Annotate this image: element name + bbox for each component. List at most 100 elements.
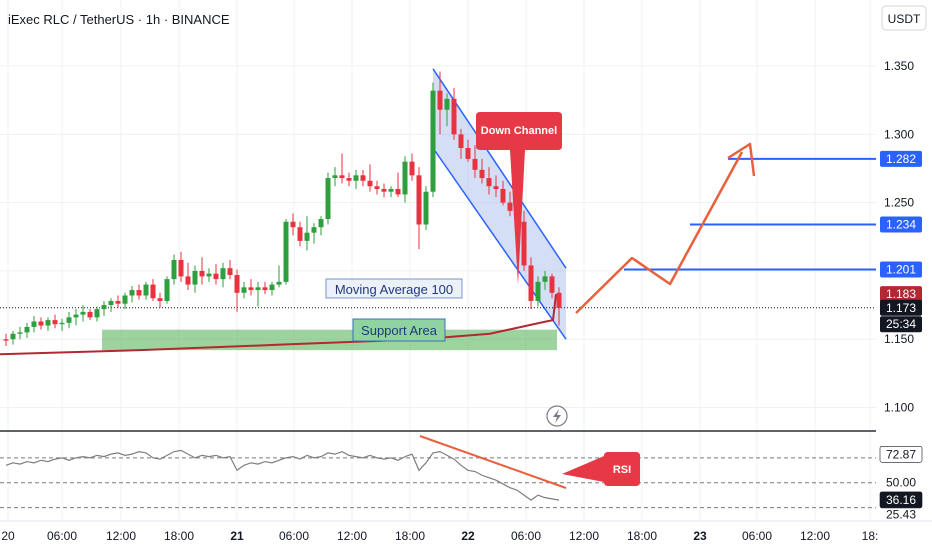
candle (332, 167, 338, 187)
candle (465, 139, 471, 162)
candle-body (227, 268, 233, 276)
candle (269, 281, 275, 296)
rsi-tag-box (879, 445, 923, 463)
candle (178, 251, 184, 282)
price-tag: 1.173 (880, 299, 922, 316)
candle (395, 172, 401, 198)
candle (38, 317, 44, 330)
candle (318, 216, 324, 236)
candle-body (304, 232, 310, 241)
candle (437, 71, 443, 135)
time-tick-label: 06:00 (742, 529, 772, 543)
candle-body (157, 298, 163, 301)
price-tick-label: 1.100 (884, 401, 914, 415)
down-channel-label: Down Channel (476, 112, 562, 285)
candle (486, 167, 492, 195)
candle (136, 284, 142, 300)
candle (157, 292, 163, 308)
support-area-box (102, 329, 557, 351)
candle-body (472, 158, 478, 170)
grid (0, 0, 876, 520)
candle (241, 281, 247, 299)
candle (521, 210, 527, 271)
candle-body (542, 276, 548, 282)
price-tick-label: 1.350 (884, 59, 914, 73)
moving-average-label-box (325, 278, 463, 299)
price-tag-box (880, 261, 922, 278)
currency-button[interactable]: USDT (881, 5, 927, 31)
candle-body (479, 169, 485, 179)
candle-body (220, 268, 226, 280)
candle (101, 300, 107, 316)
rsi-label-text: RSI (613, 464, 631, 476)
candle (17, 326, 23, 340)
price-tag-box (880, 286, 922, 303)
projection-arrows (575, 142, 756, 314)
candle-body (388, 188, 394, 192)
candle-body (549, 276, 555, 293)
candle-body (395, 188, 401, 195)
time-axis[interactable]: 20 06:00 12:00 18:00 21 06:00 12:00 18:00 22 06:0… (0, 520, 932, 550)
time-tick-label: 21 (230, 529, 244, 543)
candle (472, 145, 478, 179)
candle (3, 333, 9, 347)
support-label: Support Area (352, 318, 446, 342)
candle (248, 279, 254, 296)
price-tag-box (880, 316, 922, 333)
candle-body (451, 98, 457, 135)
candle-body (318, 219, 324, 228)
candle (234, 269, 240, 312)
candle (549, 273, 555, 299)
candle-body (255, 287, 261, 291)
annotations: Moving Average 100 Support Area Down Chann… (325, 112, 562, 342)
candle-body (507, 202, 513, 211)
candle (108, 298, 114, 312)
price-tag-box (880, 216, 922, 233)
candle (493, 175, 499, 198)
price-tag: 1.201 (880, 261, 922, 278)
currency-label: USDT (888, 12, 921, 26)
time-tick-label: 18:00 (164, 529, 194, 543)
candle-body (136, 290, 142, 296)
candle-body (129, 290, 135, 296)
candle (409, 153, 415, 181)
candle-body (178, 260, 184, 277)
price-tag-label: 25:34 (886, 317, 916, 331)
support-label-text: Support Area (361, 323, 438, 338)
candle-body (17, 332, 23, 334)
price-axis[interactable]: 1.350 1.300 1.250 1.150 1.100 1.282 1.234 1.201… (876, 0, 932, 521)
price-tag-box (880, 150, 922, 167)
candle (367, 164, 373, 192)
candle-body (185, 276, 191, 285)
candle-body (164, 279, 170, 301)
price-tag: 25:34 (880, 316, 922, 333)
candle-body (108, 300, 114, 306)
candle-body (101, 305, 107, 310)
time-tick-label: 12:00 (800, 529, 830, 543)
candle (339, 153, 345, 184)
candle-body (556, 292, 562, 308)
rsi-tick-label: 25.43 (886, 507, 916, 521)
lightning-icon[interactable] (546, 405, 568, 427)
candle (31, 316, 37, 333)
candle (192, 265, 198, 293)
candle-body (444, 98, 450, 110)
price-tick-label: 1.150 (884, 332, 914, 346)
candle-body (31, 321, 37, 327)
moving-average-line (0, 294, 557, 356)
candle (374, 180, 380, 195)
candle-body (234, 275, 240, 293)
time-tick-label: 23 (693, 529, 707, 543)
candle (143, 281, 149, 300)
candle-body (535, 281, 541, 301)
price-tag: 1.282 (880, 150, 922, 167)
candle-body (143, 284, 149, 296)
rsi-callout (562, 452, 640, 486)
candle-body (311, 227, 317, 233)
candle (556, 287, 562, 326)
down-channel-callout (476, 112, 562, 285)
price-tick-label: 1.300 (884, 127, 914, 141)
